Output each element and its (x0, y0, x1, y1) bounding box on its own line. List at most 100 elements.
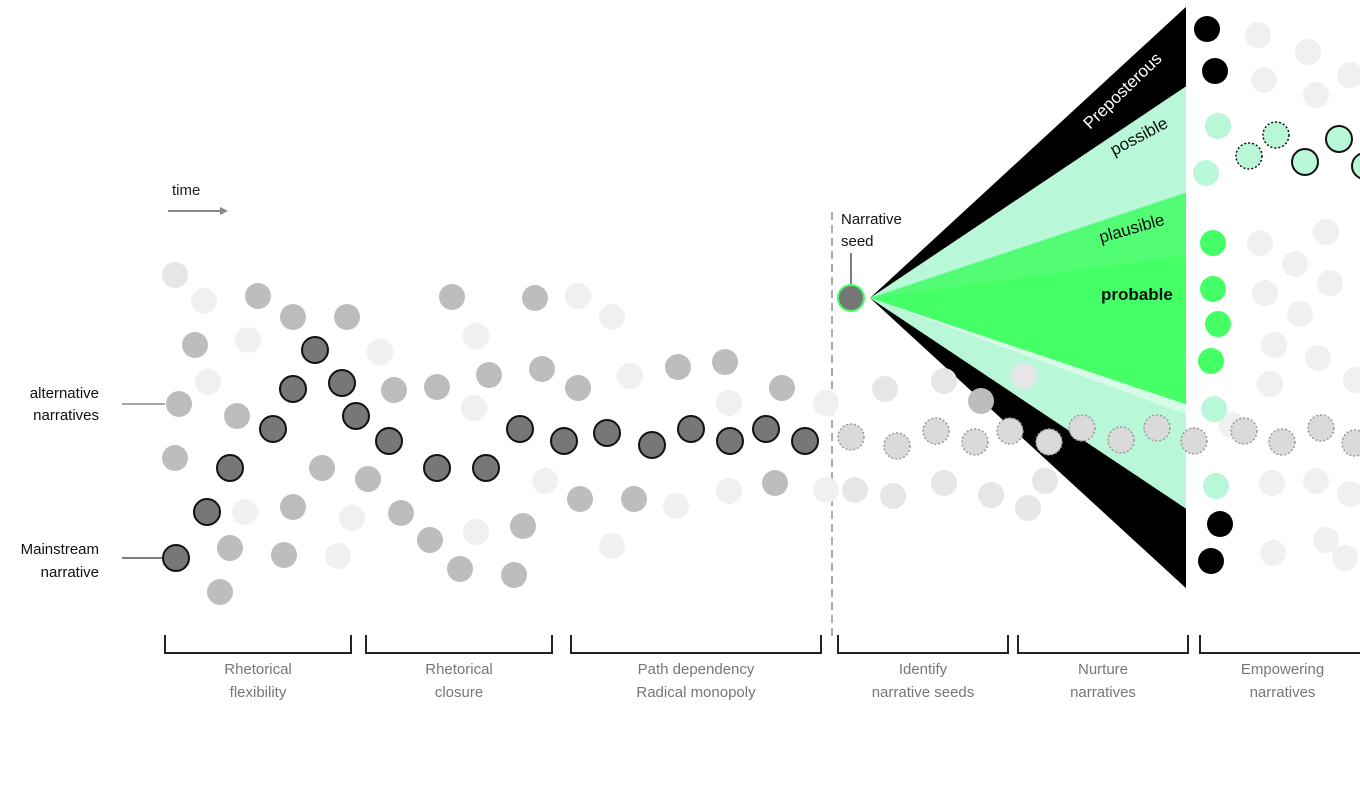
background-dot (271, 542, 297, 568)
background-dot (162, 445, 188, 471)
preposterous-outcome-dot (1194, 16, 1220, 42)
background-dot (712, 349, 738, 375)
possible-outcome-dot (1193, 160, 1219, 186)
phase-bracket (1017, 635, 1189, 654)
projected-narrative-dot (837, 423, 865, 451)
phase-label: narratives (1070, 684, 1136, 701)
background-dot (565, 283, 591, 309)
time-label: time (172, 182, 200, 199)
background-dot (1247, 230, 1273, 256)
background-dot (621, 486, 647, 512)
background-dot (1252, 280, 1278, 306)
seed-label-line1: Narrative (841, 211, 902, 228)
background-dot (1287, 301, 1313, 327)
preposterous-outcome-dot (1202, 58, 1228, 84)
background-dot (476, 362, 502, 388)
background-dot (599, 304, 625, 330)
probable-outcome-dot (1198, 348, 1224, 374)
phase-label: Rhetorical (224, 661, 292, 678)
background-dot (355, 466, 381, 492)
background-dot (501, 562, 527, 588)
projected-narrative-dot (1341, 429, 1360, 457)
background-dot (872, 376, 898, 402)
background-dot (280, 494, 306, 520)
alternative-label-line2: narratives (33, 407, 99, 424)
background-dot (191, 288, 217, 314)
phase-label: closure (435, 684, 483, 701)
projected-narrative-dot (922, 417, 950, 445)
background-dot (1032, 468, 1058, 494)
background-dot (931, 368, 957, 394)
background-dot (978, 482, 1004, 508)
plausible-highlight-top (870, 192, 1188, 298)
phase-label: Identify (899, 661, 948, 678)
background-dot (1245, 22, 1271, 48)
background-dot (162, 262, 188, 288)
background-dot (1257, 371, 1283, 397)
background-dot (813, 477, 839, 503)
phase-label: Radical monopoly (636, 684, 756, 701)
background-dot (968, 388, 994, 414)
mainstream-path-dot (279, 375, 307, 403)
probable-outcome-dot (1200, 276, 1226, 302)
background-dot (224, 403, 250, 429)
emerging-narrative-dot (1262, 121, 1290, 149)
mainstream-path-dot (752, 415, 780, 443)
mainstream-path-dot (193, 498, 221, 526)
background-dot (1337, 481, 1360, 507)
phase-bracket (837, 635, 1009, 654)
background-dot (182, 332, 208, 358)
background-dot (1332, 545, 1358, 571)
background-dot (388, 500, 414, 526)
cone-edge-light (870, 298, 1188, 415)
phase-bracket (1199, 635, 1360, 654)
background-dot (663, 493, 689, 519)
background-dot (1282, 251, 1308, 277)
possible-outcome-dot (1201, 396, 1227, 422)
background-dot (1011, 363, 1037, 389)
projected-narrative-dot (1143, 414, 1171, 442)
background-dot (599, 533, 625, 559)
background-dot (1015, 495, 1041, 521)
background-dot (439, 284, 465, 310)
background-dot (463, 323, 489, 349)
background-dot (842, 477, 868, 503)
background-dot (232, 499, 258, 525)
mainstream-path-dot (550, 427, 578, 455)
background-dot (1260, 540, 1286, 566)
background-dot (532, 468, 558, 494)
background-dot (461, 395, 487, 421)
phase-label: Empowering (1241, 661, 1324, 678)
probable-label: probable (1101, 285, 1173, 304)
background-dot (1259, 470, 1285, 496)
mainstream-path-dot (216, 454, 244, 482)
mainstream-path-dot (375, 427, 403, 455)
background-dot (1295, 39, 1321, 65)
background-dot (381, 377, 407, 403)
background-dot (931, 470, 957, 496)
background-dot (463, 519, 489, 545)
phase-bracket (365, 635, 553, 654)
background-dot (529, 356, 555, 382)
background-dot (334, 304, 360, 330)
background-dot (1303, 468, 1329, 494)
background-dot (880, 483, 906, 509)
projected-narrative-dot (961, 428, 989, 456)
projected-narrative-dot (1268, 428, 1296, 456)
projected-narrative-dot (996, 417, 1024, 445)
projected-narrative-dot (1230, 417, 1258, 445)
phase-label: narrative seeds (872, 684, 975, 701)
background-dot (567, 486, 593, 512)
background-dot (510, 513, 536, 539)
background-dot (716, 390, 742, 416)
background-dot (1251, 67, 1277, 93)
background-dot (762, 470, 788, 496)
mainstream-path-dot (791, 427, 819, 455)
narrative-seed-dot (837, 284, 865, 312)
mainstream-path-dot (301, 336, 329, 364)
narrative-dots (162, 16, 1360, 605)
background-dot (565, 375, 591, 401)
mainstream-path-dot (259, 415, 287, 443)
phase-label: flexibility (230, 684, 287, 701)
possible-outcome-dot (1203, 473, 1229, 499)
